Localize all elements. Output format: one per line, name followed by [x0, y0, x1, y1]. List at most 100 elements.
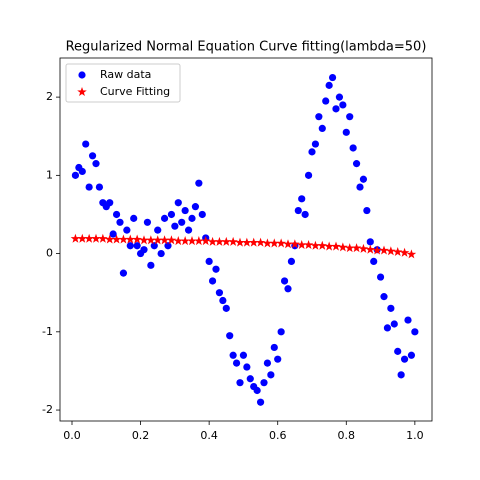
data-point [349, 144, 357, 152]
data-point [123, 226, 131, 234]
data-point [173, 236, 184, 246]
data-point [352, 160, 361, 168]
x-tick-label: 0.8 [338, 429, 356, 442]
data-point [140, 246, 148, 254]
data-point [262, 238, 273, 248]
data-point [181, 206, 189, 215]
data-point [164, 242, 172, 250]
data-point [387, 304, 395, 312]
data-point [317, 240, 328, 250]
data-point [85, 183, 93, 191]
data-point [130, 214, 138, 222]
data-point [214, 236, 225, 246]
y-tick-label: 0 [46, 247, 53, 260]
data-point [269, 238, 280, 248]
data-point [344, 243, 355, 253]
data-point [92, 160, 100, 168]
data-point [380, 293, 388, 301]
data-point [246, 375, 254, 383]
data-point [222, 304, 230, 312]
data-point [315, 113, 323, 121]
data-point [119, 269, 128, 277]
data-point [270, 343, 278, 352]
data-point [322, 97, 330, 105]
data-point [303, 239, 314, 250]
data-point [166, 235, 177, 245]
data-point [208, 277, 217, 285]
legend-box [65, 63, 181, 103]
data-point [386, 246, 396, 256]
data-point [194, 236, 204, 246]
data-point [109, 230, 117, 238]
data-point [296, 239, 307, 250]
data-point [404, 316, 412, 324]
data-point [174, 199, 182, 207]
x-tick-label: 0.2 [132, 429, 150, 442]
data-point [325, 81, 333, 89]
data-point [150, 242, 158, 250]
data-point [267, 371, 275, 379]
data-point [77, 233, 88, 243]
data-point [276, 238, 286, 248]
data-point [332, 105, 340, 113]
data-point [215, 289, 224, 297]
data-point [263, 359, 272, 367]
data-point [339, 101, 347, 109]
data-point [290, 239, 300, 249]
data-point [191, 203, 200, 211]
data-point [188, 214, 196, 222]
data-point [71, 171, 80, 179]
data-point [133, 242, 141, 250]
data-point [242, 237, 252, 247]
data-point [301, 210, 309, 219]
data-point [228, 236, 238, 246]
data-point [219, 296, 227, 305]
data-point [70, 233, 81, 243]
data-point [116, 218, 124, 226]
data-point [207, 236, 218, 246]
data-point [212, 265, 220, 273]
data-point [358, 243, 369, 253]
data-point [139, 235, 149, 245]
data-point [98, 233, 108, 243]
data-point [253, 386, 261, 395]
data-point [400, 355, 409, 363]
data-point [311, 140, 320, 148]
data-point [390, 320, 398, 328]
data-point [280, 277, 289, 285]
data-point [106, 199, 114, 207]
data-point [298, 195, 306, 203]
data-point [232, 359, 241, 367]
legend-label: Curve Fitting [100, 85, 170, 98]
data-point [287, 257, 296, 266]
data-point [274, 355, 282, 363]
legend-marker [77, 87, 87, 97]
data-point [363, 206, 371, 215]
data-point [152, 235, 163, 245]
data-point [294, 206, 302, 215]
data-point [184, 226, 193, 234]
data-point [304, 171, 313, 179]
data-point [308, 148, 316, 156]
data-point [126, 242, 134, 250]
x-tick-label: 0.0 [63, 429, 81, 442]
data-point [324, 241, 334, 251]
data-point [178, 218, 186, 226]
data-point [365, 244, 376, 254]
y-tick-label: 1 [46, 168, 53, 181]
data-point [351, 243, 362, 253]
data-point [221, 236, 232, 246]
data-point [370, 257, 378, 266]
data-point [356, 183, 364, 191]
data-point [372, 245, 382, 255]
data-point [342, 128, 350, 136]
data-point [379, 245, 389, 255]
data-point [91, 233, 101, 243]
data-point [376, 273, 385, 281]
y-tick-label: -1 [42, 325, 53, 338]
data-point [229, 351, 237, 359]
chart-title: Regularized Normal Equation Curve fittin… [66, 40, 427, 55]
data-point [283, 239, 293, 249]
data-point [338, 242, 348, 252]
